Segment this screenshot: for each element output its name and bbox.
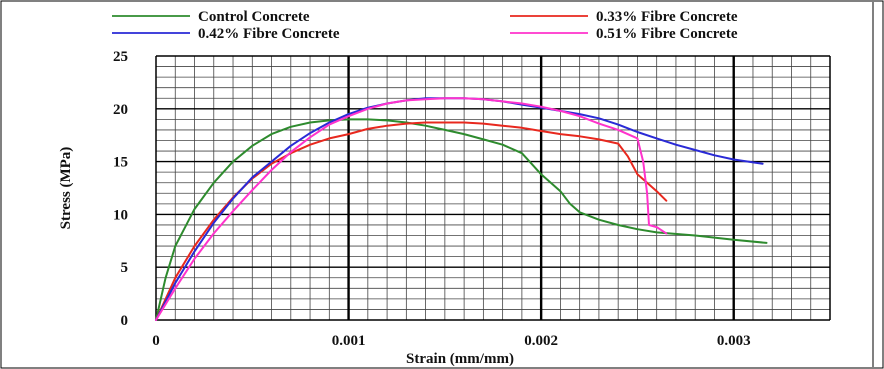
x-axis-title: Strain (mm/mm) <box>406 351 514 367</box>
series-line-051 <box>155 97 668 321</box>
x-tick-labels: 0 0.001 0.002 0.003 <box>152 333 750 349</box>
legend-label-033: 0.33% Fibre Concrete <box>596 9 738 25</box>
x-tick-label: 0.003 <box>717 333 751 349</box>
y-tick-label: 5 <box>121 260 129 276</box>
series-line-033 <box>155 121 668 321</box>
y-tick-label: 20 <box>113 102 128 118</box>
x-tick-label: 0.002 <box>524 333 558 349</box>
legend-item-051: 0.51% Fibre Concrete <box>510 26 738 42</box>
legend-label-051: 0.51% Fibre Concrete <box>596 26 738 42</box>
y-tick-label: 0 <box>121 313 129 329</box>
y-tick-labels: 0 5 10 15 20 25 <box>113 49 128 329</box>
x-tick-label: 0.001 <box>332 333 366 349</box>
series-lines <box>155 97 768 321</box>
legend-item-042: 0.42% Fibre Concrete <box>112 26 340 42</box>
y-tick-label: 15 <box>113 155 128 171</box>
y-tick-label: 10 <box>113 207 128 223</box>
legend-item-control: Control Concrete <box>112 9 310 25</box>
legend-label-control: Control Concrete <box>198 9 310 25</box>
series-line-042 <box>155 97 764 321</box>
y-axis-title: Stress (MPa) <box>58 147 74 230</box>
legend-item-033: 0.33% Fibre Concrete <box>510 9 738 25</box>
series-line-control <box>155 118 768 321</box>
y-tick-label: 25 <box>113 49 128 65</box>
major-gridlines <box>156 55 830 320</box>
legend-label-042: 0.42% Fibre Concrete <box>198 26 340 42</box>
x-tick-label: 0 <box>152 333 160 349</box>
minor-gridlines <box>156 56 830 320</box>
legend: Control Concrete 0.33% Fibre Concrete 0.… <box>112 9 738 42</box>
